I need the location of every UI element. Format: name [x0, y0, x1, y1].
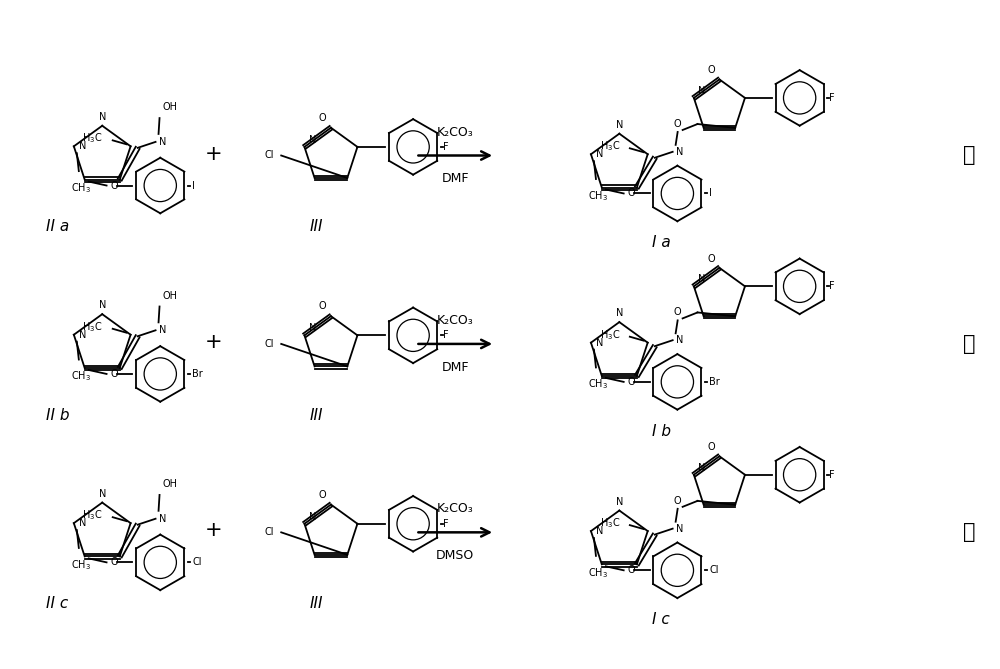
Text: CH$_3$: CH$_3$ — [588, 189, 608, 203]
Text: N: N — [698, 86, 705, 96]
Text: O: O — [674, 496, 681, 506]
Text: F: F — [443, 330, 449, 341]
Text: N: N — [99, 112, 106, 122]
Text: III: III — [309, 219, 323, 234]
Text: N: N — [159, 514, 166, 524]
Text: H$_3$C: H$_3$C — [82, 320, 103, 334]
Text: I: I — [192, 181, 195, 191]
Text: I: I — [709, 189, 712, 199]
Text: Cl: Cl — [265, 339, 274, 349]
Text: F: F — [829, 93, 835, 103]
Text: N: N — [159, 137, 166, 147]
Text: DMF: DMF — [442, 173, 469, 185]
Text: O: O — [628, 565, 635, 575]
Text: H$_3$C: H$_3$C — [82, 132, 103, 145]
Text: N: N — [596, 149, 603, 159]
Text: Br: Br — [709, 377, 720, 387]
Text: CH$_3$: CH$_3$ — [71, 181, 91, 195]
Text: H$_3$C: H$_3$C — [600, 328, 620, 342]
Text: F: F — [829, 282, 835, 291]
Text: Cl: Cl — [709, 565, 719, 575]
Text: 或: 或 — [963, 145, 976, 165]
Text: K₂CO₃: K₂CO₃ — [437, 502, 474, 516]
Text: N: N — [616, 496, 623, 506]
Text: O: O — [708, 254, 715, 264]
Text: N: N — [79, 518, 86, 528]
Text: F: F — [443, 142, 449, 152]
Text: O: O — [674, 308, 681, 317]
Text: N: N — [159, 325, 166, 335]
Text: III: III — [309, 408, 323, 423]
Text: H$_3$C: H$_3$C — [600, 139, 620, 153]
Text: I a: I a — [652, 235, 670, 250]
Text: O: O — [318, 113, 326, 123]
Text: N: N — [309, 135, 317, 145]
Text: O: O — [318, 301, 326, 311]
Text: O: O — [628, 377, 635, 387]
Text: N: N — [309, 323, 317, 333]
Text: OH: OH — [163, 290, 178, 300]
Text: H$_3$C: H$_3$C — [600, 516, 620, 530]
Text: F: F — [443, 518, 449, 529]
Text: N: N — [596, 526, 603, 536]
Text: +: + — [205, 520, 222, 541]
Text: CH$_3$: CH$_3$ — [588, 566, 608, 579]
Text: OH: OH — [163, 479, 178, 489]
Text: N: N — [309, 512, 317, 522]
Text: 或: 或 — [963, 334, 976, 354]
Text: 或: 或 — [963, 522, 976, 543]
Text: II a: II a — [46, 219, 69, 234]
Text: II c: II c — [46, 596, 69, 611]
Text: K₂CO₃: K₂CO₃ — [437, 314, 474, 327]
Text: N: N — [698, 274, 705, 284]
Text: N: N — [616, 120, 623, 130]
Text: CH$_3$: CH$_3$ — [71, 558, 91, 571]
Text: F: F — [829, 470, 835, 480]
Text: Br: Br — [192, 369, 203, 379]
Text: +: + — [205, 332, 222, 352]
Text: H$_3$C: H$_3$C — [82, 508, 103, 522]
Text: O: O — [111, 369, 118, 379]
Text: CH$_3$: CH$_3$ — [71, 369, 91, 383]
Text: O: O — [111, 181, 118, 191]
Text: N: N — [616, 308, 623, 318]
Text: Cl: Cl — [265, 527, 274, 537]
Text: Cl: Cl — [265, 151, 274, 161]
Text: O: O — [628, 189, 635, 199]
Text: N: N — [596, 338, 603, 348]
Text: +: + — [205, 144, 222, 163]
Text: N: N — [79, 141, 86, 151]
Text: OH: OH — [163, 102, 178, 112]
Text: N: N — [99, 300, 106, 310]
Text: DMF: DMF — [442, 361, 469, 374]
Text: N: N — [79, 330, 86, 340]
Text: O: O — [674, 119, 681, 129]
Text: N: N — [99, 488, 106, 498]
Text: DMSO: DMSO — [436, 549, 474, 562]
Text: Cl: Cl — [192, 557, 202, 567]
Text: N: N — [676, 335, 683, 345]
Text: N: N — [676, 524, 683, 534]
Text: O: O — [708, 442, 715, 452]
Text: CH$_3$: CH$_3$ — [588, 377, 608, 391]
Text: O: O — [708, 66, 715, 76]
Text: N: N — [698, 463, 705, 473]
Text: II b: II b — [46, 408, 69, 423]
Text: I c: I c — [652, 612, 670, 627]
Text: III: III — [309, 596, 323, 611]
Text: O: O — [111, 557, 118, 567]
Text: N: N — [676, 147, 683, 157]
Text: O: O — [318, 490, 326, 500]
Text: I b: I b — [652, 423, 671, 439]
Text: K₂CO₃: K₂CO₃ — [437, 126, 474, 138]
